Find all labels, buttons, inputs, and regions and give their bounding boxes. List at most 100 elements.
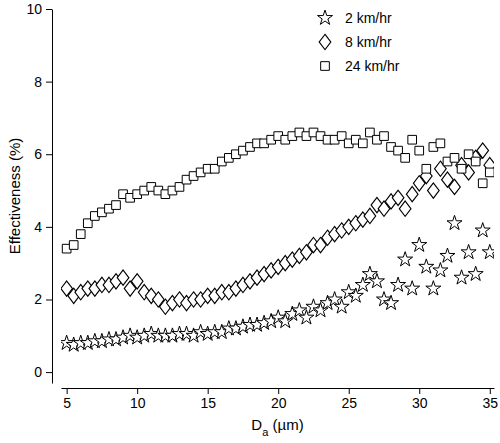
y-tick: 4 — [34, 219, 52, 235]
legend-symbol — [321, 62, 330, 71]
y-tick-mark — [46, 9, 52, 10]
x-tick-label: 35 — [482, 395, 498, 411]
data-point — [112, 201, 121, 210]
x-tick: 5 — [63, 388, 71, 411]
data-point — [485, 168, 494, 177]
data-point — [415, 146, 424, 155]
series-0 — [61, 215, 494, 351]
data-point — [399, 201, 411, 216]
y-tick-label: 2 — [34, 291, 42, 307]
x-tick-mark — [137, 388, 138, 394]
data-point — [76, 230, 85, 239]
x-axis-line — [62, 388, 495, 389]
x-tick: 35 — [482, 388, 498, 411]
data-point — [131, 274, 143, 289]
legend-item: 8 km/hr — [319, 34, 392, 50]
data-point — [419, 259, 434, 273]
data-point — [468, 266, 483, 280]
x-tick-mark — [67, 388, 68, 394]
data-point — [433, 263, 448, 277]
x-tick-mark — [349, 388, 350, 394]
data-point — [454, 270, 469, 284]
y-axis: 0 2 4 6 8 10 — [26, 1, 52, 384]
data-point — [408, 135, 417, 144]
chart-container: 5 10 15 20 25 30 35 0 2 4 6 8 10 Effectiveness (%) Da … — [0, 0, 500, 443]
y-tick-mark — [46, 154, 52, 155]
data-point — [369, 273, 384, 287]
x-tick-mark — [490, 388, 491, 394]
chart-svg: 5 10 15 20 25 30 35 0 2 4 6 8 10 Effectiveness (%) Da … — [0, 0, 500, 443]
y-tick-mark — [46, 299, 52, 300]
data-point — [428, 183, 440, 198]
data-point — [391, 277, 406, 291]
data-point — [436, 139, 445, 148]
data-point — [482, 244, 494, 258]
y-axis-title: Effectiveness (%) — [6, 138, 23, 254]
y-tick-label: 0 — [34, 364, 42, 380]
y-tick-label: 10 — [26, 1, 42, 17]
data-point — [422, 164, 431, 173]
x-tick: 15 — [200, 388, 216, 411]
data-point — [359, 139, 368, 148]
x-axis: 5 10 15 20 25 30 35 — [62, 388, 499, 411]
y-tick: 2 — [34, 291, 52, 307]
y-tick-mark — [46, 227, 52, 228]
legend-symbol — [319, 34, 331, 49]
y-tick-label: 4 — [34, 219, 42, 235]
x-tick-label: 30 — [412, 395, 428, 411]
data-point — [299, 310, 314, 324]
y-tick: 6 — [34, 146, 52, 162]
data-point — [117, 270, 129, 285]
data-point — [475, 223, 490, 237]
legend-symbol — [317, 10, 332, 24]
y-tick: 8 — [34, 74, 52, 90]
data-point — [334, 299, 349, 313]
data-point — [478, 179, 487, 188]
legend-label: 24 km/hr — [345, 58, 400, 74]
legend-label: 2 km/hr — [345, 10, 392, 26]
data-point — [392, 190, 404, 205]
y-tick: 0 — [34, 364, 52, 380]
data-point — [348, 288, 363, 302]
y-tick-label: 8 — [34, 74, 42, 90]
legend: 2 km/hr 8 km/hr 24 km/hr — [317, 10, 399, 74]
x-tick: 10 — [130, 388, 146, 411]
data-point — [457, 164, 466, 173]
y-tick-label: 6 — [34, 146, 42, 162]
data-point — [69, 241, 78, 250]
series-2 — [62, 128, 494, 253]
x-tick: 20 — [271, 388, 287, 411]
data-point — [401, 154, 410, 163]
data-point — [477, 143, 489, 158]
y-axis-line — [52, 10, 53, 384]
x-tick-label: 20 — [271, 395, 287, 411]
data-point — [461, 244, 476, 258]
data-point — [364, 208, 376, 223]
x-tick: 25 — [341, 388, 357, 411]
x-tick-label: 15 — [200, 395, 216, 411]
x-axis-title: Da (µm) — [251, 416, 303, 438]
legend-label: 8 km/hr — [345, 34, 392, 50]
data-point — [471, 157, 480, 166]
x-tick-mark — [278, 388, 279, 394]
data-point — [449, 179, 461, 194]
series-1 — [61, 143, 494, 314]
x-tick-mark — [208, 388, 209, 394]
data-point — [398, 252, 413, 266]
y-tick-mark — [46, 82, 52, 83]
data-point — [355, 277, 370, 291]
legend-item: 24 km/hr — [321, 58, 400, 74]
data-point — [380, 132, 389, 141]
data-point — [384, 295, 399, 309]
data-point — [405, 281, 420, 295]
data-point — [406, 187, 418, 202]
data-point — [447, 215, 462, 229]
x-tick: 30 — [412, 388, 428, 411]
x-tick-label: 10 — [130, 395, 146, 411]
y-tick-mark — [46, 372, 52, 373]
legend-item: 2 km/hr — [317, 10, 392, 26]
data-point — [412, 237, 427, 251]
data-point — [426, 281, 441, 295]
y-tick: 10 — [26, 1, 52, 17]
data-point — [440, 248, 455, 262]
